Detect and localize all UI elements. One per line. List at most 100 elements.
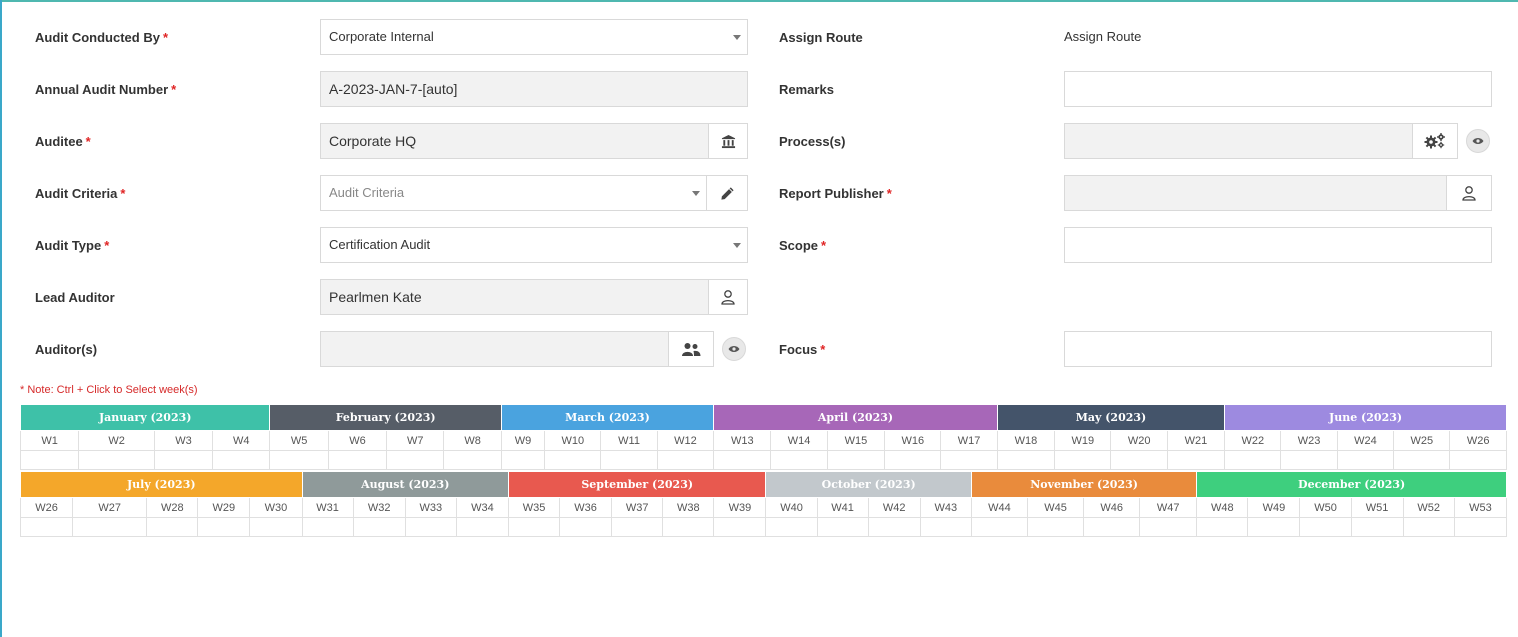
- week-cell[interactable]: [600, 450, 658, 470]
- auditee-picker-button[interactable]: [708, 123, 748, 159]
- scope-input[interactable]: [1064, 227, 1492, 263]
- week-cell[interactable]: [765, 517, 818, 537]
- week-cell[interactable]: [386, 450, 445, 470]
- top-border: [0, 0, 1518, 2]
- week-cell[interactable]: [212, 450, 271, 470]
- remarks-input[interactable]: [1064, 71, 1492, 107]
- week-cell[interactable]: [19, 517, 74, 537]
- week-label: W6: [327, 430, 388, 451]
- week-cell[interactable]: [940, 450, 998, 470]
- week-cell[interactable]: [72, 517, 148, 537]
- week-cell[interactable]: [826, 450, 886, 470]
- cogs-icon: [1424, 133, 1445, 149]
- week-cell[interactable]: [996, 450, 1056, 470]
- week-cell[interactable]: [1393, 450, 1451, 470]
- lead-auditor-field: Pearlmen Kate: [320, 279, 709, 315]
- week-label: W19: [1054, 430, 1112, 451]
- month-header: June (2023): [1224, 404, 1507, 431]
- week-cell[interactable]: [1166, 450, 1226, 470]
- processes-label: Process(s): [779, 134, 846, 149]
- week-cell[interactable]: [249, 517, 303, 537]
- week-cell[interactable]: [713, 517, 767, 537]
- audit-criteria-edit-button[interactable]: [706, 175, 748, 211]
- week-label: W43: [919, 497, 972, 518]
- week-cell[interactable]: [662, 517, 715, 537]
- processes-picker-button[interactable]: [1412, 123, 1458, 159]
- processes-view-button[interactable]: [1466, 129, 1490, 153]
- audit-conducted-by-select[interactable]: Corporate Internal: [320, 19, 748, 55]
- week-cell[interactable]: [559, 517, 613, 537]
- week-cell[interactable]: [78, 450, 155, 470]
- calendar-h2: July (2023) August (2023) September (2023)…: [19, 471, 1508, 537]
- assign-route-value[interactable]: Assign Route: [1064, 29, 1142, 44]
- week-label: W21: [1166, 430, 1226, 451]
- report-publisher-picker-button[interactable]: [1446, 175, 1492, 211]
- week-cell[interactable]: [611, 517, 664, 537]
- week-cell[interactable]: [404, 517, 457, 537]
- month-header: December (2023): [1196, 471, 1507, 498]
- week-cell[interactable]: [1402, 517, 1455, 537]
- week-label: W45: [1026, 497, 1085, 518]
- week-label: W40: [765, 497, 818, 518]
- week-cell[interactable]: [153, 450, 214, 470]
- week-label: W10: [544, 430, 602, 451]
- week-label: W20: [1110, 430, 1168, 451]
- week-label: W16: [884, 430, 942, 451]
- audit-conducted-by-label: Audit Conducted By *: [35, 30, 168, 45]
- audit-criteria-select[interactable]: Audit Criteria: [320, 175, 707, 211]
- audit-criteria-placeholder: Audit Criteria: [329, 185, 405, 200]
- week-cell[interactable]: [770, 450, 828, 470]
- week-cell[interactable]: [656, 450, 715, 470]
- week-cell[interactable]: [269, 450, 329, 470]
- month-header: September (2023): [507, 471, 767, 498]
- week-cell[interactable]: [1196, 517, 1249, 537]
- week-cell[interactable]: [1224, 450, 1282, 470]
- week-label: W52: [1402, 497, 1455, 518]
- week-cell[interactable]: [301, 517, 354, 537]
- week-cell[interactable]: [544, 450, 602, 470]
- week-cell[interactable]: [1449, 450, 1507, 470]
- week-cell[interactable]: [1054, 450, 1112, 470]
- week-cell[interactable]: [867, 517, 921, 537]
- week-cell[interactable]: [1280, 450, 1338, 470]
- week-cell[interactable]: [443, 450, 502, 470]
- week-cell[interactable]: [884, 450, 942, 470]
- week-cell[interactable]: [1026, 517, 1085, 537]
- week-cell[interactable]: [713, 450, 772, 470]
- week-cell[interactable]: [1139, 517, 1198, 537]
- week-label: W30: [249, 497, 303, 518]
- week-cell[interactable]: [970, 517, 1028, 537]
- scope-label: Scope *: [779, 238, 827, 253]
- week-label: W26: [1449, 430, 1507, 451]
- week-label: W4: [212, 430, 271, 451]
- week-cell[interactable]: [1299, 517, 1352, 537]
- week-cell[interactable]: [816, 517, 869, 537]
- week-cell[interactable]: [455, 517, 509, 537]
- week-cell[interactable]: [1110, 450, 1168, 470]
- week-cell[interactable]: [507, 517, 561, 537]
- week-cell[interactable]: [19, 450, 80, 470]
- week-label: W25: [1393, 430, 1451, 451]
- auditors-picker-button[interactable]: [668, 331, 714, 367]
- week-label: W29: [197, 497, 251, 518]
- week-cell[interactable]: [1083, 517, 1141, 537]
- week-cell[interactable]: [146, 517, 199, 537]
- week-cell[interactable]: [327, 450, 388, 470]
- week-label: W2: [78, 430, 155, 451]
- week-cell[interactable]: [1453, 517, 1508, 537]
- week-cell[interactable]: [352, 517, 406, 537]
- week-cell[interactable]: [1336, 450, 1395, 470]
- focus-input[interactable]: [1064, 331, 1492, 367]
- week-cell[interactable]: [197, 517, 251, 537]
- week-label: W13: [713, 430, 772, 451]
- lead-auditor-picker-button[interactable]: [708, 279, 748, 315]
- week-cell[interactable]: [1350, 517, 1404, 537]
- auditors-label: Auditor(s): [35, 342, 98, 357]
- week-label: W36: [559, 497, 613, 518]
- week-cell[interactable]: [500, 450, 546, 470]
- week-label: W1: [19, 430, 80, 451]
- week-cell[interactable]: [919, 517, 972, 537]
- audit-type-select[interactable]: Certification Audit: [320, 227, 748, 263]
- week-cell[interactable]: [1247, 517, 1301, 537]
- auditors-view-button[interactable]: [722, 337, 746, 361]
